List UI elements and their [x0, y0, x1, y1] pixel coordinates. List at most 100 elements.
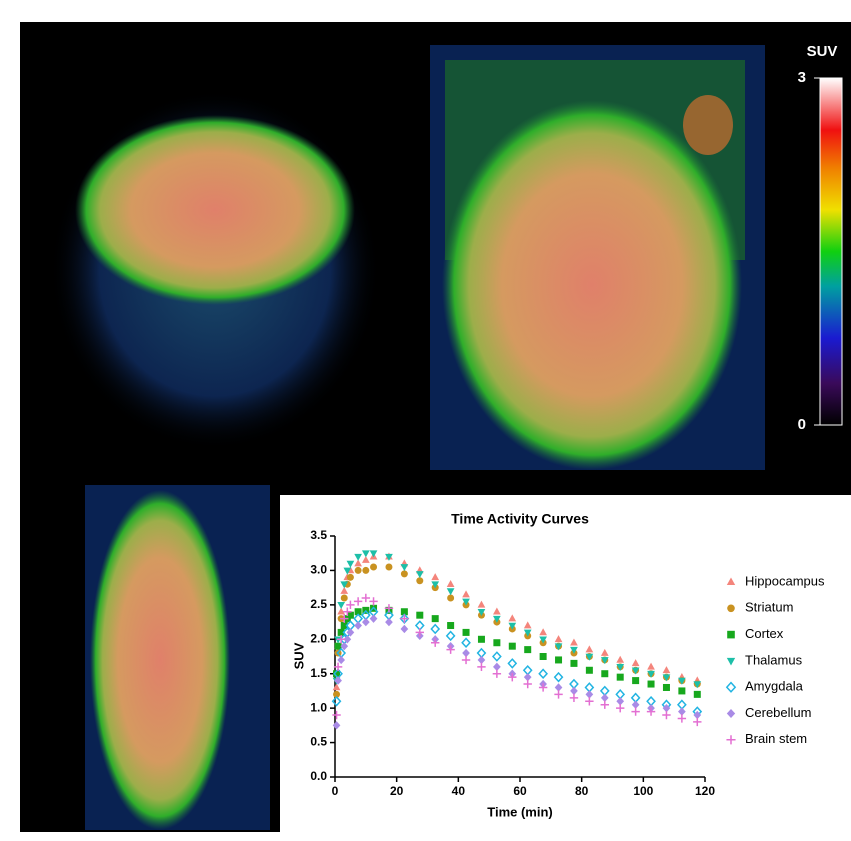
- y-tick-label: 2.0: [310, 631, 327, 645]
- point: [340, 614, 349, 623]
- point: [523, 672, 532, 682]
- y-tick-label: 1.0: [310, 700, 327, 714]
- point: [462, 648, 470, 658]
- point: [601, 670, 609, 678]
- point: [678, 677, 686, 685]
- point: [507, 658, 518, 669]
- point: [416, 577, 424, 585]
- point: [354, 566, 362, 574]
- point: [332, 710, 341, 720]
- point: [600, 700, 609, 709]
- legend-marker: [726, 657, 736, 666]
- point: [346, 573, 354, 581]
- sagittal-brain: [90, 490, 230, 830]
- point: [332, 683, 341, 691]
- point: [477, 635, 485, 643]
- axial-brain: [442, 100, 742, 470]
- point: [446, 580, 455, 587]
- colorbar-tick-label: 3: [798, 69, 806, 86]
- legend-marker: [726, 735, 736, 745]
- point: [539, 636, 547, 644]
- legend-label: Brain stem: [745, 731, 807, 746]
- point: [585, 666, 593, 674]
- point: [343, 567, 352, 575]
- y-tick-label: 3.5: [310, 528, 327, 542]
- point: [554, 635, 563, 643]
- point: [477, 608, 486, 616]
- point: [678, 707, 686, 716]
- point: [337, 628, 345, 636]
- point: [600, 693, 609, 703]
- point: [493, 639, 501, 647]
- point: [400, 614, 409, 623]
- point: [477, 662, 486, 672]
- point: [662, 666, 671, 674]
- point: [538, 668, 548, 680]
- point: [354, 559, 362, 567]
- point: [585, 645, 594, 653]
- point: [569, 693, 579, 703]
- point: [385, 553, 393, 561]
- point: [340, 594, 348, 602]
- x-axis-label: Time (min): [487, 804, 553, 819]
- coronal-brain: [75, 115, 355, 305]
- point: [343, 607, 352, 616]
- legend-label: Cerebellum: [745, 705, 811, 720]
- point: [445, 630, 456, 642]
- point: [337, 655, 346, 665]
- point: [647, 680, 655, 688]
- legend-label: Hippocampus: [745, 573, 825, 588]
- point: [693, 681, 702, 689]
- point: [492, 669, 502, 678]
- point: [446, 645, 455, 654]
- point: [385, 617, 393, 627]
- x-tick-label: 60: [513, 784, 527, 798]
- point: [493, 607, 501, 615]
- point: [416, 611, 424, 619]
- point: [430, 623, 441, 635]
- point: [369, 597, 378, 606]
- point: [508, 614, 517, 622]
- colorbar: [819, 77, 843, 426]
- point: [333, 662, 343, 672]
- point: [336, 635, 346, 644]
- y-axis-label: SUV: [291, 642, 306, 669]
- point: [616, 697, 625, 706]
- colorbar-tick-label: 0: [798, 416, 806, 433]
- point: [523, 679, 532, 689]
- point: [346, 600, 355, 610]
- point: [461, 637, 471, 649]
- point: [361, 550, 370, 558]
- point: [462, 598, 470, 606]
- point: [361, 593, 371, 603]
- point: [354, 553, 362, 561]
- x-tick-label: 40: [452, 784, 466, 798]
- point: [553, 671, 564, 683]
- point: [554, 690, 563, 699]
- legend-marker: [727, 630, 735, 639]
- point: [570, 638, 578, 646]
- point: [585, 690, 594, 699]
- point: [662, 710, 671, 720]
- point: [693, 690, 701, 698]
- point: [662, 683, 670, 691]
- point: [346, 611, 354, 619]
- point: [693, 710, 702, 720]
- point: [446, 588, 455, 596]
- point: [678, 687, 686, 695]
- point: [462, 628, 470, 636]
- point: [662, 703, 671, 713]
- legend-marker: [726, 577, 736, 586]
- point: [415, 628, 424, 637]
- point: [385, 563, 393, 571]
- point: [343, 635, 352, 644]
- point: [332, 721, 341, 730]
- y-tick-label: 3.0: [310, 563, 327, 577]
- axial-spot: [683, 95, 733, 155]
- point: [400, 624, 409, 634]
- point: [523, 621, 532, 629]
- legend-label: Amygdala: [745, 679, 804, 694]
- point: [431, 615, 439, 623]
